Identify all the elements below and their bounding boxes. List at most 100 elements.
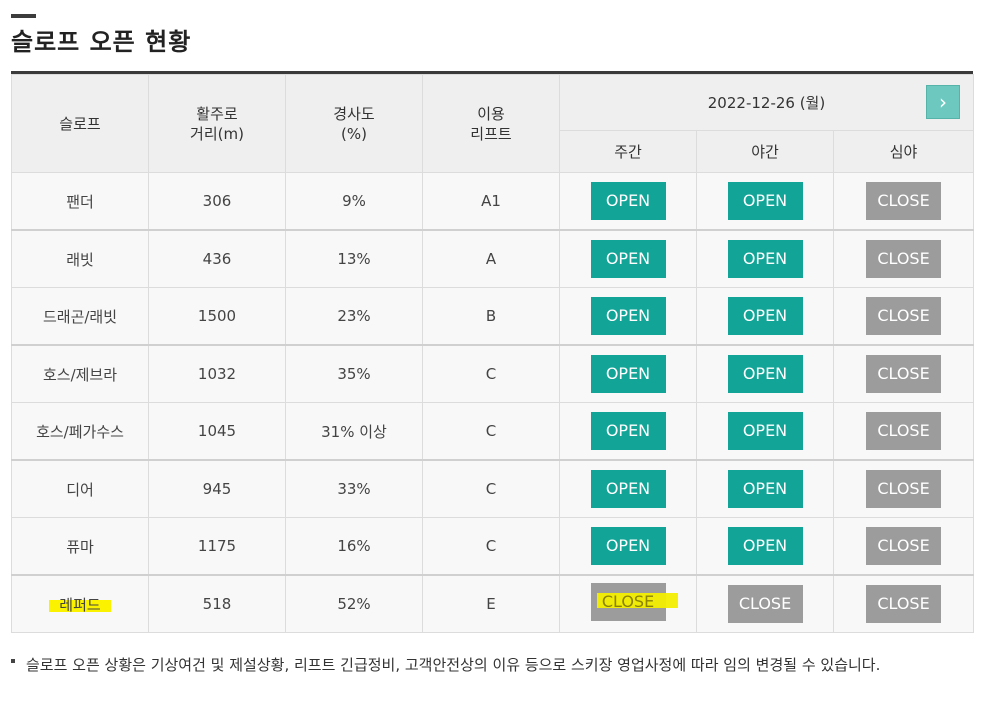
- day-status-badge: OPEN: [590, 412, 666, 450]
- slope-distance: 1045: [148, 402, 286, 461]
- slope-name: 호스/제브라: [11, 344, 149, 403]
- slope-name: 팬더: [11, 172, 149, 231]
- slope-grade: 23%: [285, 287, 423, 346]
- header-date-label: 2022-12-26 (월): [707, 93, 826, 112]
- day-status-badge: CLOSE: [601, 592, 655, 611]
- slope-distance: 1032: [148, 344, 286, 403]
- night-status-cell: OPEN: [696, 287, 834, 346]
- slope-grade: 9%: [285, 172, 423, 231]
- slope-name: 레퍼드: [11, 574, 149, 633]
- slope-grade: 16%: [285, 517, 423, 576]
- day-status-cell: OPEN: [559, 459, 697, 518]
- table-row: 퓨마 1175 16% C OPEN OPEN CLOSE: [11, 517, 974, 576]
- header-date: 2022-12-26 (월) ›: [559, 74, 974, 131]
- day-status-cell: OPEN: [559, 287, 697, 346]
- slope-name-label: 레퍼드: [59, 595, 101, 614]
- header-grade-line2: (%): [341, 124, 367, 143]
- night-status-cell: OPEN: [696, 517, 834, 576]
- slope-distance: 1175: [148, 517, 286, 576]
- day-status-cell: OPEN: [559, 344, 697, 403]
- header-lift: 이용 리프트: [422, 74, 560, 173]
- slope-lift: C: [422, 402, 560, 461]
- slope-lift: E: [422, 574, 560, 633]
- footnote-text: 슬로프 오픈 상황은 기상여건 및 제설상황, 리프트 긴급정비, 고객안전상의…: [26, 656, 881, 674]
- slope-grade: 31% 이상: [285, 402, 423, 461]
- header-grade: 경사도 (%): [285, 74, 423, 173]
- night-status-badge: OPEN: [727, 297, 803, 335]
- night-status-cell: OPEN: [696, 459, 834, 518]
- slope-distance: 436: [148, 229, 286, 288]
- slope-distance: 518: [148, 574, 286, 633]
- page-title: 슬로프 오픈 현황: [11, 28, 192, 56]
- header-distance-line1: 활주로: [196, 104, 238, 123]
- header-lift-line1: 이용: [477, 104, 505, 123]
- slope-distance: 1500: [148, 287, 286, 346]
- night-status-badge: OPEN: [727, 470, 803, 508]
- table-row: 팬더 306 9% A1 OPEN OPEN CLOSE: [11, 172, 974, 231]
- night-status-badge: OPEN: [727, 527, 803, 565]
- slope-name: 래빗: [11, 229, 149, 288]
- slope-grade: 33%: [285, 459, 423, 518]
- title-accent-bar: [11, 14, 36, 18]
- day-status-cell: OPEN: [559, 172, 697, 231]
- night-status-cell: OPEN: [696, 172, 834, 231]
- late-status-cell: CLOSE: [833, 402, 974, 461]
- day-status-badge: OPEN: [590, 240, 666, 278]
- night-status-badge: CLOSE: [727, 585, 803, 623]
- late-status-cell: CLOSE: [833, 172, 974, 231]
- header-grade-line1: 경사도: [333, 104, 375, 123]
- late-status-badge: CLOSE: [866, 470, 941, 508]
- day-status-badge: OPEN: [590, 297, 666, 335]
- night-status-badge: OPEN: [727, 182, 803, 220]
- slope-lift: A: [422, 229, 560, 288]
- table-row: 디어 945 33% C OPEN OPEN CLOSE: [11, 459, 974, 518]
- slope-name-highlight: 레퍼드: [49, 594, 112, 615]
- late-status-badge: CLOSE: [866, 182, 941, 220]
- slope-lift: C: [422, 459, 560, 518]
- day-status-badge: OPEN: [590, 355, 666, 393]
- late-status-cell: CLOSE: [833, 287, 974, 346]
- slope-name: 호스/페가수스: [11, 402, 149, 461]
- day-status-highlight: CLOSE: [590, 583, 678, 621]
- late-status-cell: CLOSE: [833, 574, 974, 633]
- table-row: 드래곤/래빗 1500 23% B OPEN OPEN CLOSE: [11, 287, 974, 346]
- late-status-badge: CLOSE: [866, 297, 941, 335]
- chevron-right-icon: ›: [939, 90, 947, 114]
- header-distance: 활주로 거리(m): [148, 74, 286, 173]
- late-status-badge: CLOSE: [866, 240, 941, 278]
- slope-name: 퓨마: [11, 517, 149, 576]
- slope-name: 디어: [11, 459, 149, 518]
- header-lift-line2: 리프트: [470, 124, 512, 143]
- header-late: 심야: [833, 130, 974, 173]
- header-day: 주간: [559, 130, 697, 173]
- table-row: 호스/제브라 1032 35% C OPEN OPEN CLOSE: [11, 344, 974, 403]
- night-status-cell: CLOSE: [696, 574, 834, 633]
- night-status-cell: OPEN: [696, 344, 834, 403]
- day-status-cell: OPEN: [559, 517, 697, 576]
- table-row: 래빗 436 13% A OPEN OPEN CLOSE: [11, 229, 974, 288]
- slope-name: 드래곤/래빗: [11, 287, 149, 346]
- slope-grade: 35%: [285, 344, 423, 403]
- late-status-cell: CLOSE: [833, 459, 974, 518]
- highlight-mark: [596, 593, 678, 608]
- day-status-cell: CLOSE: [559, 574, 697, 633]
- footnote: 슬로프 오픈 상황은 기상여건 및 제설상황, 리프트 긴급정비, 고객안전상의…: [11, 654, 977, 676]
- late-status-cell: CLOSE: [833, 344, 974, 403]
- late-status-badge: CLOSE: [866, 355, 941, 393]
- slope-lift: B: [422, 287, 560, 346]
- slope-distance: 945: [148, 459, 286, 518]
- late-status-badge: CLOSE: [866, 585, 941, 623]
- late-status-badge: CLOSE: [866, 412, 941, 450]
- next-date-button[interactable]: ›: [926, 85, 960, 119]
- slope-grade: 13%: [285, 229, 423, 288]
- slope-grade: 52%: [285, 574, 423, 633]
- slope-distance: 306: [148, 172, 286, 231]
- day-status-badge: OPEN: [590, 182, 666, 220]
- slope-lift: A1: [422, 172, 560, 231]
- slope-status-table: 슬로프 활주로 거리(m) 경사도 (%) 이용 리프트 2022-12-26 …: [11, 74, 974, 633]
- night-status-cell: OPEN: [696, 229, 834, 288]
- table-row: 레퍼드 518 52% E CLOSE CLOSE CLOSE: [11, 574, 974, 633]
- day-status-cell: OPEN: [559, 229, 697, 288]
- day-status-badge: OPEN: [590, 470, 666, 508]
